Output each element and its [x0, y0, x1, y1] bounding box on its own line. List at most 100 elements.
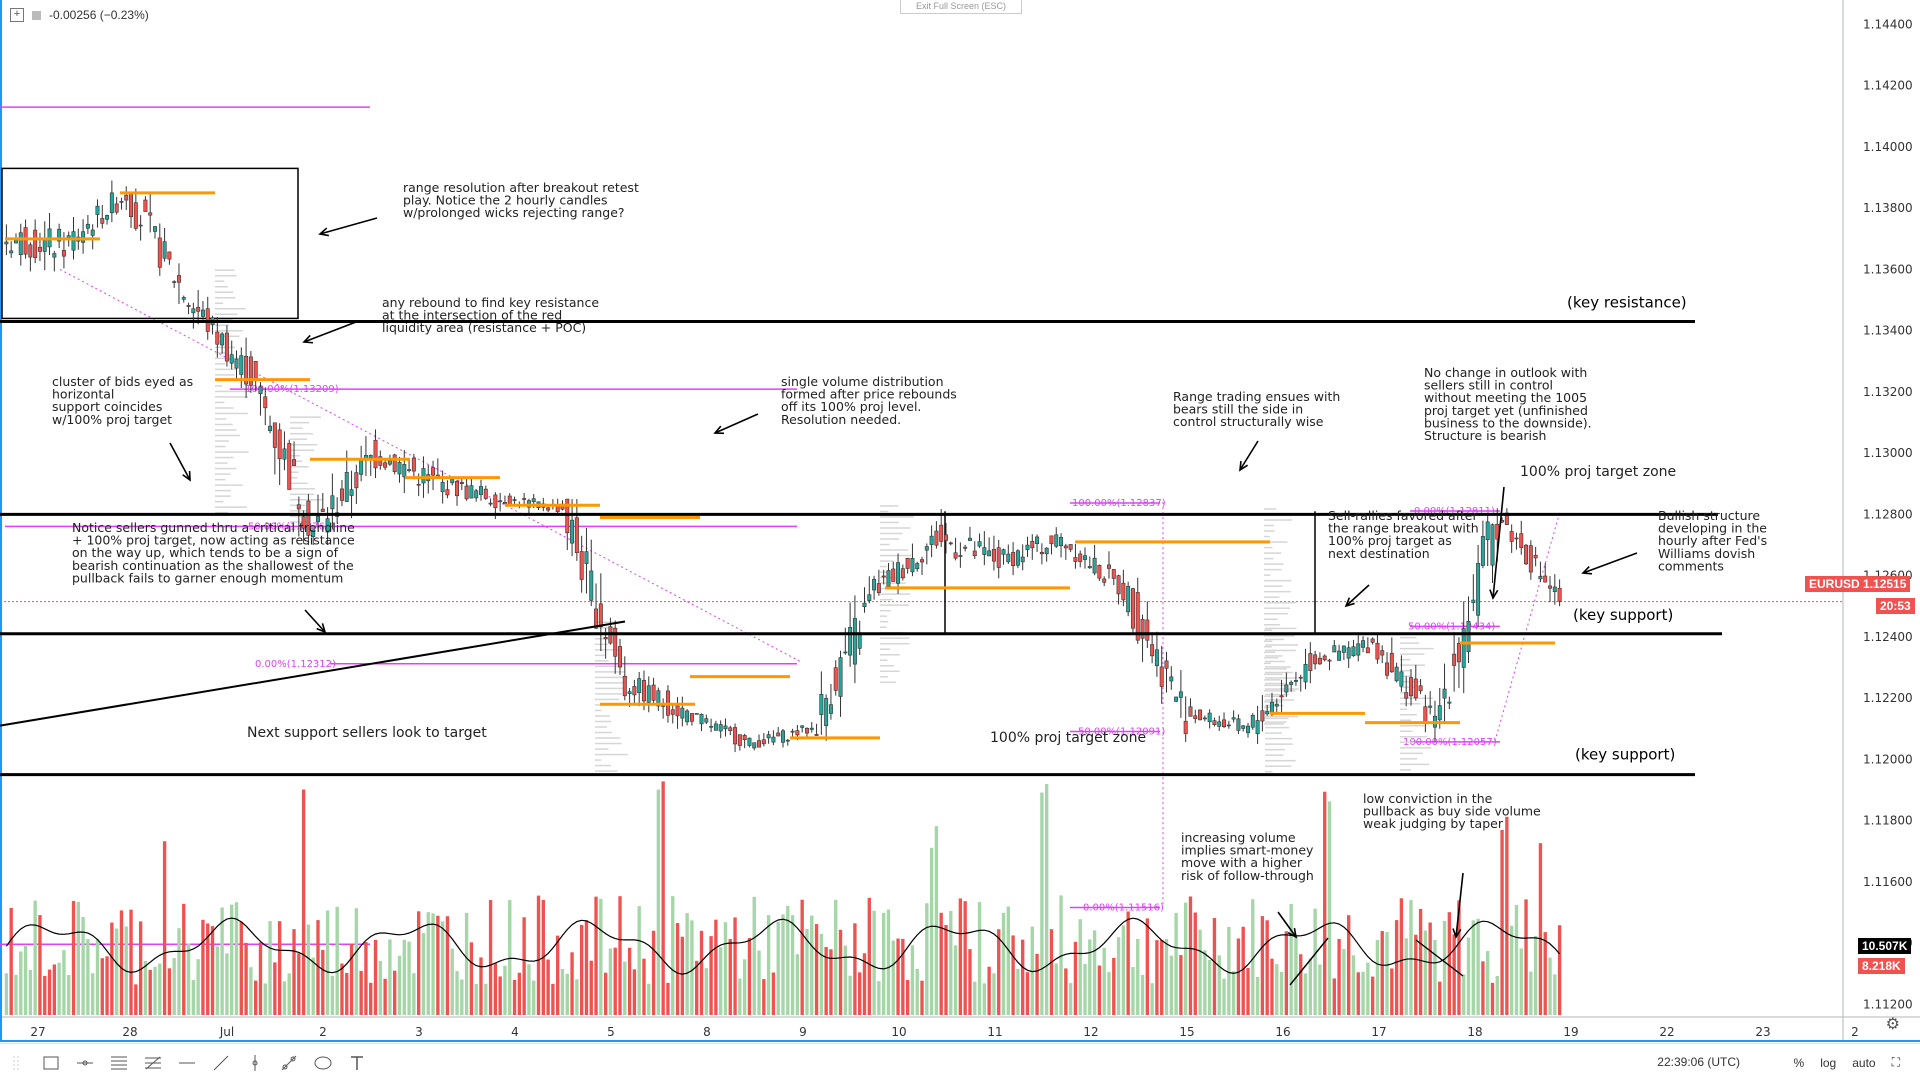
handle-icon[interactable]	[0, 1048, 34, 1078]
volume-profile-bar	[290, 427, 303, 429]
candle-body	[14, 239, 18, 244]
candle-body	[359, 458, 364, 475]
volume-bar	[277, 921, 282, 1015]
candle-body	[689, 713, 694, 722]
volume-bar	[239, 921, 243, 1015]
volume-bar	[1160, 940, 1164, 1015]
volume-profile-bar	[1264, 684, 1286, 687]
ray-icon[interactable]	[272, 1048, 306, 1078]
volume-profile-bar	[1264, 717, 1289, 720]
volume-bar	[695, 960, 699, 1015]
gear-icon[interactable]: ⚙	[1885, 1016, 1900, 1033]
volume-profile-bar	[215, 308, 246, 310]
candle-body	[344, 471, 349, 502]
volume-profile-bar	[595, 748, 609, 750]
volume-bar	[1442, 920, 1447, 1015]
volume-bar	[1505, 816, 1509, 1015]
volume-profile-bar	[595, 698, 619, 701]
candle-body	[924, 546, 929, 551]
volume-bar	[517, 972, 522, 1015]
fib-extension-icon[interactable]	[136, 1048, 170, 1078]
volume-bar	[1394, 920, 1399, 1015]
rectangle-tool-icon[interactable]	[34, 1048, 68, 1078]
candle-body	[339, 488, 344, 501]
volume-bar	[182, 903, 186, 1015]
candle-body	[1289, 681, 1294, 685]
fib-retracement-icon[interactable]	[102, 1048, 136, 1078]
candle-body	[512, 499, 517, 501]
volume-profile-bar	[215, 478, 226, 481]
vertical-line-icon[interactable]	[238, 1048, 272, 1078]
volume-bar	[766, 915, 771, 1015]
volume-bar	[1035, 953, 1039, 1015]
annotation-text: comments	[1658, 558, 1724, 573]
volume-profile-bar	[1264, 519, 1293, 521]
volume-bar	[1164, 938, 1169, 1015]
volume-bar	[570, 952, 574, 1015]
volume-bar	[19, 951, 23, 1015]
candle-body	[196, 306, 201, 312]
exit-fullscreen-button[interactable]: Exit Full Screen (ESC)	[900, 0, 1022, 14]
volume-bar	[1471, 920, 1475, 1015]
candle-body	[1327, 659, 1332, 662]
volume-profile-bar	[595, 654, 605, 657]
auto-scale-toggle[interactable]: auto	[1852, 1055, 1876, 1070]
volume-profile-bar	[1265, 765, 1292, 767]
volume-bar	[603, 972, 608, 1015]
candle-body	[416, 483, 421, 486]
horizontal-ray-icon[interactable]	[68, 1048, 102, 1078]
trend-line-icon[interactable]	[204, 1048, 238, 1078]
volume-bar	[282, 981, 287, 1015]
volume-bar	[824, 947, 828, 1015]
expand-icon[interactable]: +	[10, 8, 24, 22]
percent-scale-toggle[interactable]: %	[1793, 1055, 1805, 1070]
volume-bar	[340, 963, 344, 1015]
volume-profile-bar	[1265, 638, 1284, 641]
volume-profile-bar	[1264, 673, 1283, 676]
volume-bar	[335, 906, 339, 1015]
volume-bar	[1246, 968, 1250, 1015]
volume-profile-bar	[1400, 702, 1421, 705]
price-chart[interactable]: 1.14400 1.14200 1.14000 1.13800 1.13600 1.134…	[0, 0, 1920, 1043]
volume-profile-bar	[215, 313, 238, 316]
volume-bar	[1476, 918, 1480, 1015]
candle-body	[833, 667, 838, 691]
volume-profile-bar	[880, 609, 891, 612]
volume-profile-bar	[595, 770, 618, 772]
horizontal-line-icon[interactable]	[170, 1048, 204, 1078]
candle-body	[450, 478, 455, 484]
annotation-text: single volume distribution	[781, 374, 944, 389]
volume-bar	[110, 922, 114, 1015]
candle-body	[1178, 691, 1183, 698]
volume-bar	[575, 979, 579, 1015]
ellipse-tool-icon[interactable]	[306, 1048, 340, 1078]
candle-body	[886, 570, 891, 587]
volume-profile-bar	[1265, 759, 1296, 762]
candle-body	[407, 469, 412, 471]
volume-bar	[1016, 968, 1020, 1015]
candle-body	[589, 570, 594, 601]
annotation-text: weak judging by taper	[1363, 816, 1504, 831]
candle-body	[1183, 720, 1188, 734]
candle-body	[1226, 724, 1231, 727]
candle-body	[713, 723, 718, 731]
volume-bar	[311, 957, 315, 1015]
volume-profile-bar	[595, 687, 626, 690]
volume-profile-bar	[215, 489, 231, 492]
text-tool-icon[interactable]	[340, 1048, 374, 1078]
x-tick-label: 16	[1275, 1025, 1290, 1039]
volume-profile-bar	[1264, 706, 1274, 709]
y-tick-label: 1.13600	[1863, 262, 1913, 276]
fullscreen-icon[interactable]: ⛶	[1891, 1055, 1900, 1069]
volume-bar	[220, 907, 224, 1015]
volume-bar	[172, 958, 176, 1015]
volume-bar	[977, 902, 982, 1015]
volume-bar	[877, 981, 881, 1015]
candle-body	[129, 192, 134, 218]
candle-body	[268, 425, 273, 431]
volume-profile-bar	[290, 438, 308, 440]
volume-bar	[57, 962, 61, 1015]
volume-profile-bar	[1264, 590, 1291, 593]
candle-body	[632, 686, 637, 696]
log-scale-toggle[interactable]: log	[1820, 1055, 1837, 1070]
